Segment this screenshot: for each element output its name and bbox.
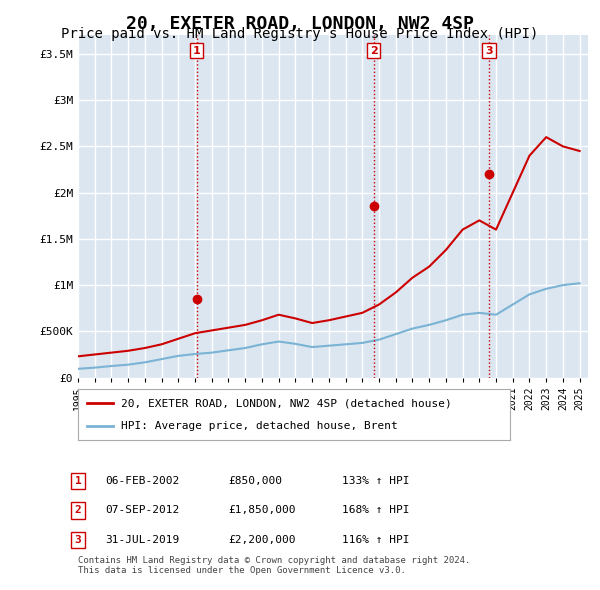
Text: 2: 2: [74, 506, 82, 515]
Text: £850,000: £850,000: [228, 476, 282, 486]
Text: 06-FEB-2002: 06-FEB-2002: [105, 476, 179, 486]
Text: 3: 3: [74, 535, 82, 545]
Text: 116% ↑ HPI: 116% ↑ HPI: [342, 535, 409, 545]
Text: 07-SEP-2012: 07-SEP-2012: [105, 506, 179, 515]
Text: 3: 3: [485, 45, 493, 55]
Text: 168% ↑ HPI: 168% ↑ HPI: [342, 506, 409, 515]
Text: 20, EXETER ROAD, LONDON, NW2 4SP: 20, EXETER ROAD, LONDON, NW2 4SP: [126, 15, 474, 33]
Text: Price paid vs. HM Land Registry's House Price Index (HPI): Price paid vs. HM Land Registry's House …: [61, 27, 539, 41]
Text: 1: 1: [193, 45, 200, 55]
Text: Contains HM Land Registry data © Crown copyright and database right 2024.
This d: Contains HM Land Registry data © Crown c…: [78, 556, 470, 575]
Text: 20, EXETER ROAD, LONDON, NW2 4SP (detached house): 20, EXETER ROAD, LONDON, NW2 4SP (detach…: [121, 398, 452, 408]
Text: 133% ↑ HPI: 133% ↑ HPI: [342, 476, 409, 486]
Text: £1,850,000: £1,850,000: [228, 506, 296, 515]
Text: 2: 2: [370, 45, 377, 55]
Text: 31-JUL-2019: 31-JUL-2019: [105, 535, 179, 545]
Text: 1: 1: [74, 476, 82, 486]
Text: £2,200,000: £2,200,000: [228, 535, 296, 545]
Text: HPI: Average price, detached house, Brent: HPI: Average price, detached house, Bren…: [121, 421, 398, 431]
